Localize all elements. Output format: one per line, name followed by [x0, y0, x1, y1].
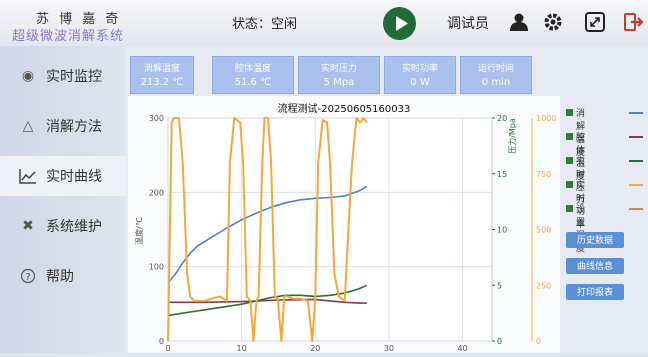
y-right1-tick-label: 10 [497, 226, 507, 235]
sidebar-item-help[interactable]: ? 帮助 [0, 256, 126, 296]
sidebar-item-realtime-monitor[interactable]: ◉ 实时监控 [0, 56, 126, 96]
status-text: 状态：空闲 [232, 17, 298, 32]
stat-value: 0 min [481, 77, 511, 88]
logout-icon[interactable] [622, 10, 646, 34]
sidebar-item-label: 消解方法 [46, 119, 102, 135]
legend-marker [566, 157, 573, 164]
chart-area: 流程测试-20250605160033 0 100 200 300 0 10 20 30 40 0… [128, 96, 560, 353]
x-tick-label: 0 [165, 344, 170, 353]
stat-value: 0 W [410, 77, 430, 88]
top-bar: 苏 博 嘉 奇 超级微波消解系统 状态：空闲 调试员 [0, 0, 648, 46]
legend-label: 实时功率 [576, 181, 586, 230]
y-right1-tick-label: 0 [497, 337, 502, 346]
y-left-tick-label: 100 [149, 263, 164, 272]
y-right1-axis-label: 压力/Mpa [507, 118, 517, 154]
stat-pressure: 实时压力 5 Mpa [298, 56, 380, 94]
x-tick-label: 30 [384, 344, 394, 353]
series-line [167, 284, 368, 317]
y-right1-tick-label: 5 [497, 281, 502, 290]
x-tick-label: 10 [237, 344, 247, 353]
sidebar-item-digestion-method[interactable]: △ 消解方法 [0, 106, 126, 146]
sidebar-item-label: 实时监控 [46, 69, 102, 85]
wrench-icon: ✖ [22, 218, 34, 234]
history-data-button[interactable]: 历史数据 [566, 232, 624, 248]
stat-value: 213.2 ℃ [140, 77, 184, 88]
sidebar: ◉ 实时监控 △ 消解方法 实时曲线 ✖ 系统维护 ? 帮助 [0, 46, 126, 353]
y-left-tick-label: 200 [149, 188, 164, 197]
x-tick-label: 40 [457, 344, 467, 353]
x-tick-label: 20 [310, 344, 320, 353]
legend-line [629, 112, 643, 114]
y-left-tick-label: 0 [159, 337, 164, 346]
stat-digestion-temp: 消解温度 213.2 ℃ [130, 56, 194, 94]
system-title: 超级微波消解系统 [12, 29, 125, 44]
stat-chamber-temp: 腔体温度 51.6 ℃ [212, 56, 294, 94]
y-right2-tick-label: 500 [536, 226, 551, 235]
user-role: 调试员 [447, 16, 489, 32]
y-left-axis-label: 温度/℃ [134, 217, 144, 245]
sidebar-item-label: 帮助 [46, 269, 74, 285]
curve-info-button[interactable]: 曲线信息 [566, 258, 624, 274]
help-icon: ? [18, 266, 38, 286]
sidebar-item-realtime-curve[interactable]: 实时曲线 [0, 156, 126, 196]
flask-icon: △ [22, 118, 34, 134]
stat-value: 5 Mpa [323, 77, 355, 88]
legend-line [629, 160, 643, 162]
play-icon [396, 16, 408, 31]
legend-marker [566, 181, 573, 188]
sidebar-item-system-maintenance[interactable]: ✖ 系统维护 [0, 206, 126, 246]
y-left-tick-label: 300 [149, 114, 164, 123]
stat-value: 51.6 ℃ [234, 77, 272, 88]
line-chart-icon [18, 166, 38, 186]
stat-label: 消解温度 [143, 64, 180, 74]
stat-label: 实时功率 [401, 64, 438, 74]
legend-label: 消解温度 [576, 109, 586, 158]
fullscreen-icon[interactable] [583, 10, 607, 34]
stat-power: 实时功率 0 W [384, 56, 456, 94]
sidebar-item-label: 系统维护 [46, 219, 102, 235]
stat-label: 实时压力 [320, 64, 357, 74]
brand-name: 苏 博 嘉 奇 [36, 12, 122, 27]
legend-label: 实时压力 [576, 157, 586, 206]
y-right1-tick-label: 20 [497, 114, 507, 123]
user-icon[interactable] [507, 10, 531, 34]
legend-line [629, 184, 643, 186]
chart-title: 流程测试-20250605160033 [277, 104, 411, 115]
stat-label: 腔体温度 [234, 64, 271, 74]
location-pin-icon: ◉ [21, 68, 35, 84]
y-right2-tick-label: 0 [536, 337, 541, 346]
y-right2-tick-label: 1000 [536, 114, 556, 123]
stat-label: 运行时间 [477, 64, 514, 74]
stat-runtime: 运行时间 0 min [460, 56, 532, 94]
legend-label: 腔体温度 [576, 133, 586, 182]
legend-line [629, 136, 643, 138]
y-right2-tick-label: 750 [536, 170, 551, 179]
series-line [167, 117, 368, 342]
legend-marker [566, 109, 573, 116]
svg-text:?: ? [25, 272, 30, 283]
print-report-button[interactable]: 打印报表 [566, 284, 624, 300]
legend-marker [566, 133, 573, 140]
gear-icon[interactable] [541, 10, 565, 34]
sidebar-item-label: 实时曲线 [46, 169, 102, 185]
legend-marker [566, 205, 573, 212]
series-line [167, 185, 368, 284]
main-panel: 消解温度 213.2 ℃ 腔体温度 51.6 ℃ 实时压力 5 Mpa 实时功率… [126, 46, 648, 353]
y-right2-tick-label: 250 [536, 281, 551, 290]
y-right1-tick-label: 15 [497, 170, 507, 179]
start-button[interactable] [383, 7, 416, 40]
legend-line [629, 208, 643, 210]
